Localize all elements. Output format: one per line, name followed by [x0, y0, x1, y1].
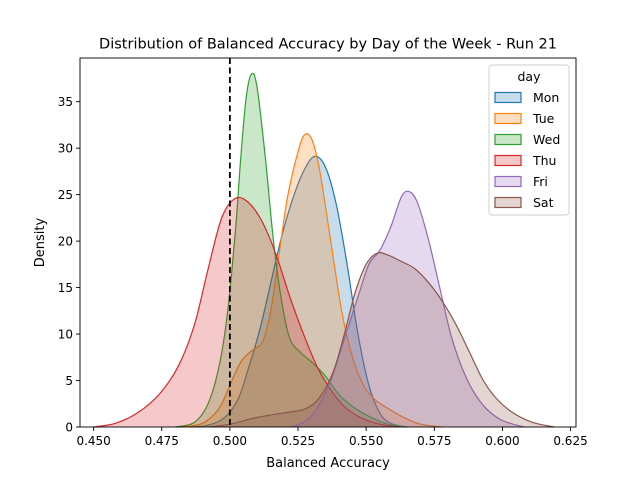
legend-swatch-mon — [494, 91, 522, 104]
legend-items: Mon Tue Wed Thu Fri Sat — [494, 90, 560, 210]
density-line-thu — [93, 196, 399, 428]
x-tick-label: 0.550 — [349, 434, 383, 448]
plot-frame — [79, 57, 577, 428]
legend-item-wed: Wed — [494, 132, 560, 147]
density-area-fri — [289, 191, 525, 427]
legend: day Mon Tue Wed Thu Fri Sat — [488, 64, 570, 216]
y-tick-label: 15 — [58, 281, 73, 295]
legend-swatch-wed — [494, 133, 522, 146]
y-tick-label: 25 — [58, 188, 73, 202]
x-axis-label: Balanced Accuracy — [266, 456, 390, 471]
x-tick-label: 0.625 — [553, 434, 587, 448]
density-line-mon — [191, 155, 408, 428]
legend-title: day — [518, 69, 542, 84]
x-tick-label: 0.500 — [213, 434, 247, 448]
x-tick-label: 0.525 — [281, 434, 315, 448]
legend-label-fri: Fri — [533, 174, 548, 189]
x-tick-label: 0.475 — [145, 434, 179, 448]
series-layer — [93, 72, 555, 428]
density-area-tue — [180, 133, 443, 427]
x-tick-label: 0.600 — [485, 434, 519, 448]
density-area-thu — [93, 197, 399, 427]
x-tick-label: 0.575 — [417, 434, 451, 448]
legend-item-tue: Tue — [494, 111, 555, 126]
x-tick-label: 0.450 — [76, 434, 110, 448]
legend-label-tue: Tue — [532, 111, 555, 126]
density-area-sat — [208, 252, 555, 427]
y-tick-label: 10 — [58, 327, 73, 341]
density-line-fri — [289, 190, 525, 428]
y-tick-label: 30 — [58, 141, 73, 155]
legend-label-thu: Thu — [532, 153, 556, 168]
legend-swatch-tue — [494, 112, 522, 125]
density-line-tue — [180, 133, 443, 428]
y-axis-label: Density — [33, 217, 48, 267]
density-area-wed — [175, 73, 408, 428]
legend-item-mon: Mon — [494, 90, 559, 105]
legend-swatch-thu — [494, 154, 522, 167]
density-line-sat — [208, 252, 555, 428]
y-tick-label: 20 — [58, 234, 73, 248]
legend-label-wed: Wed — [533, 132, 560, 147]
y-tick-label: 0 — [65, 420, 73, 434]
legend-label-mon: Mon — [533, 90, 559, 105]
legend-swatch-fri — [494, 175, 522, 188]
legend-label-sat: Sat — [533, 195, 554, 210]
legend-item-sat: Sat — [494, 195, 554, 210]
y-tick-label: 35 — [58, 95, 73, 109]
y-axis-ticks: 0 5 10 15 20 25 30 35 — [58, 95, 80, 434]
density-line-wed — [175, 72, 408, 428]
chart-title: Distribution of Balanced Accuracy by Day… — [99, 37, 557, 53]
x-axis-ticks: 0.450 0.475 0.500 0.525 0.550 0.575 0.600 0.625 — [76, 427, 588, 448]
legend-swatch-sat — [494, 196, 522, 209]
y-tick-label: 5 — [65, 374, 73, 388]
legend-item-fri: Fri — [494, 174, 548, 189]
legend-item-thu: Thu — [494, 153, 556, 168]
